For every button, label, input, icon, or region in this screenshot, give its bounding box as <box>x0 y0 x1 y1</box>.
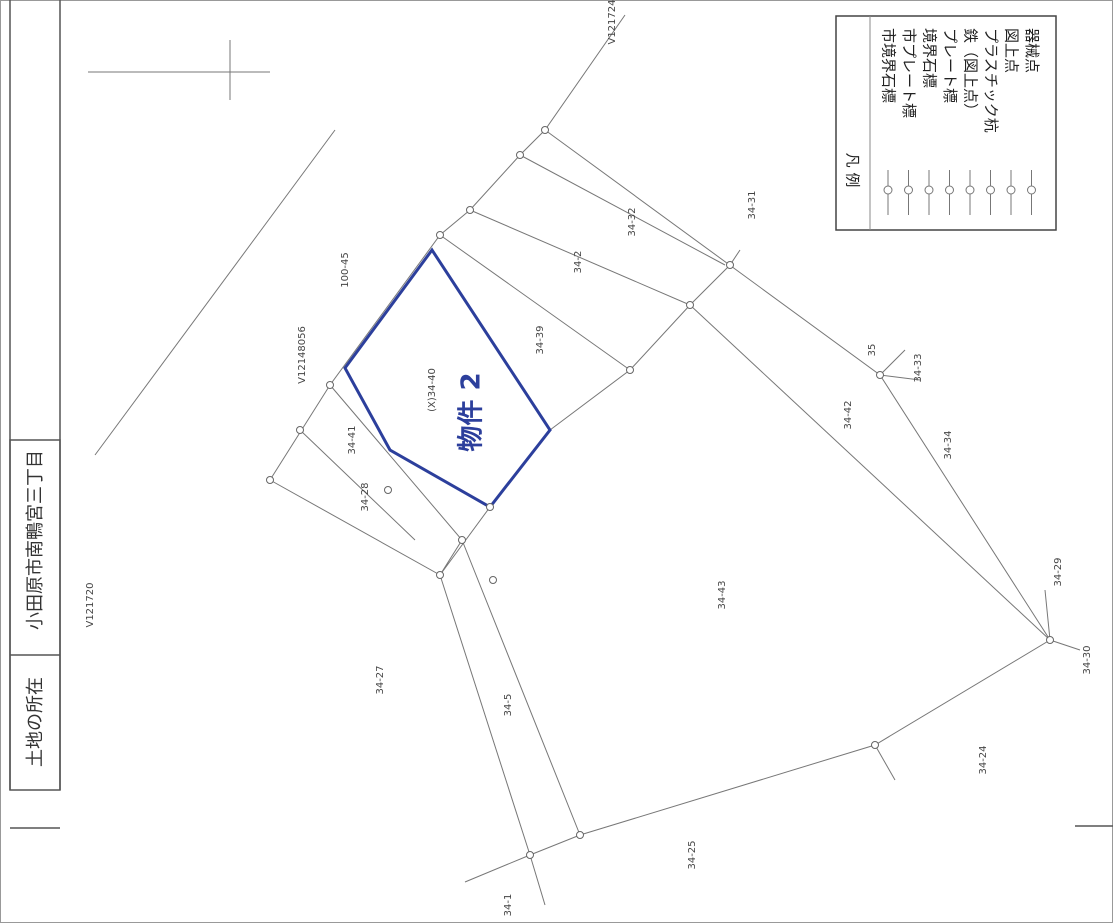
parcel-label: 34-31 <box>747 190 758 219</box>
parcel-label: 34-41 <box>347 425 358 454</box>
parcel-label: 34-1 <box>503 894 514 917</box>
parcel-label: 34-5 <box>503 694 514 717</box>
survey-point <box>490 577 497 584</box>
parcel-label: 34-30 <box>1082 645 1093 674</box>
survey-point <box>385 487 392 494</box>
legend-symbol <box>884 186 892 194</box>
survey-point <box>542 127 549 134</box>
survey-point <box>467 207 474 214</box>
parcel-label: 34-25 <box>687 840 698 869</box>
parcel-label: 35 <box>867 344 878 357</box>
parcel-label: 34-2 <box>573 251 584 274</box>
legend-title: 凡 例 <box>844 153 862 188</box>
survey-point <box>437 232 444 239</box>
parcel-label: (X)34-40 <box>427 368 438 412</box>
legend-item: 器械点 <box>1023 28 1041 73</box>
survey-point <box>267 477 274 484</box>
legend-symbol <box>1028 186 1036 194</box>
survey-point <box>517 152 524 159</box>
survey-point <box>327 382 334 389</box>
survey-point <box>727 262 734 269</box>
map-sheet: 土地の所在 小田原市南鴨宮三丁目 物件 2 凡 例 市境界石標市プレート標境界石標… <box>0 0 1113 923</box>
parcel-label: 34-39 <box>535 325 546 354</box>
parcel-label: V121724 <box>607 0 618 45</box>
parcel-label: V12148056 <box>297 326 308 384</box>
legend-symbol <box>946 186 954 194</box>
survey-point <box>872 742 879 749</box>
parcel-label: V121720 <box>85 582 96 627</box>
legend-symbol <box>987 186 995 194</box>
parcel-label: 34-33 <box>913 353 924 382</box>
parcel-label: 34-24 <box>978 745 989 774</box>
parcel-label: 34-34 <box>943 430 954 459</box>
survey-point <box>1047 637 1054 644</box>
parcel-label: 34-42 <box>843 400 854 429</box>
survey-point <box>487 504 494 511</box>
legend-symbol <box>925 186 933 194</box>
parcel-label: 34-28 <box>360 482 371 511</box>
parcel-label: 34-29 <box>1053 557 1064 586</box>
survey-point <box>297 427 304 434</box>
parcel-label: 34-32 <box>627 207 638 236</box>
survey-point <box>459 537 466 544</box>
legend-item: 鉄（図上点） <box>962 28 980 118</box>
legend-symbol <box>1007 186 1015 194</box>
survey-point <box>437 572 444 579</box>
legend-item: 図上点 <box>1003 28 1021 73</box>
legend-item: 市境界石標 <box>880 28 898 103</box>
location-label: 土地の所在 <box>25 677 46 767</box>
survey-point <box>687 302 694 309</box>
location-value: 小田原市南鴨宮三丁目 <box>25 450 46 630</box>
legend-symbol <box>966 186 974 194</box>
parcel-label: 34-43 <box>717 580 728 609</box>
legend-symbol <box>905 186 913 194</box>
legend-item: プラスチック杭 <box>982 28 1000 133</box>
survey-point <box>527 852 534 859</box>
parcel-label: 100-45 <box>340 252 351 287</box>
legend-item: 市プレート標 <box>900 28 918 118</box>
survey-point <box>577 832 584 839</box>
legend-item: プレート標 <box>941 28 959 103</box>
survey-point <box>877 372 884 379</box>
property-label: 物件 2 <box>457 372 487 451</box>
legend-item: 境界石標 <box>921 28 939 88</box>
parcel-label: 34-27 <box>375 665 386 694</box>
survey-point <box>627 367 634 374</box>
